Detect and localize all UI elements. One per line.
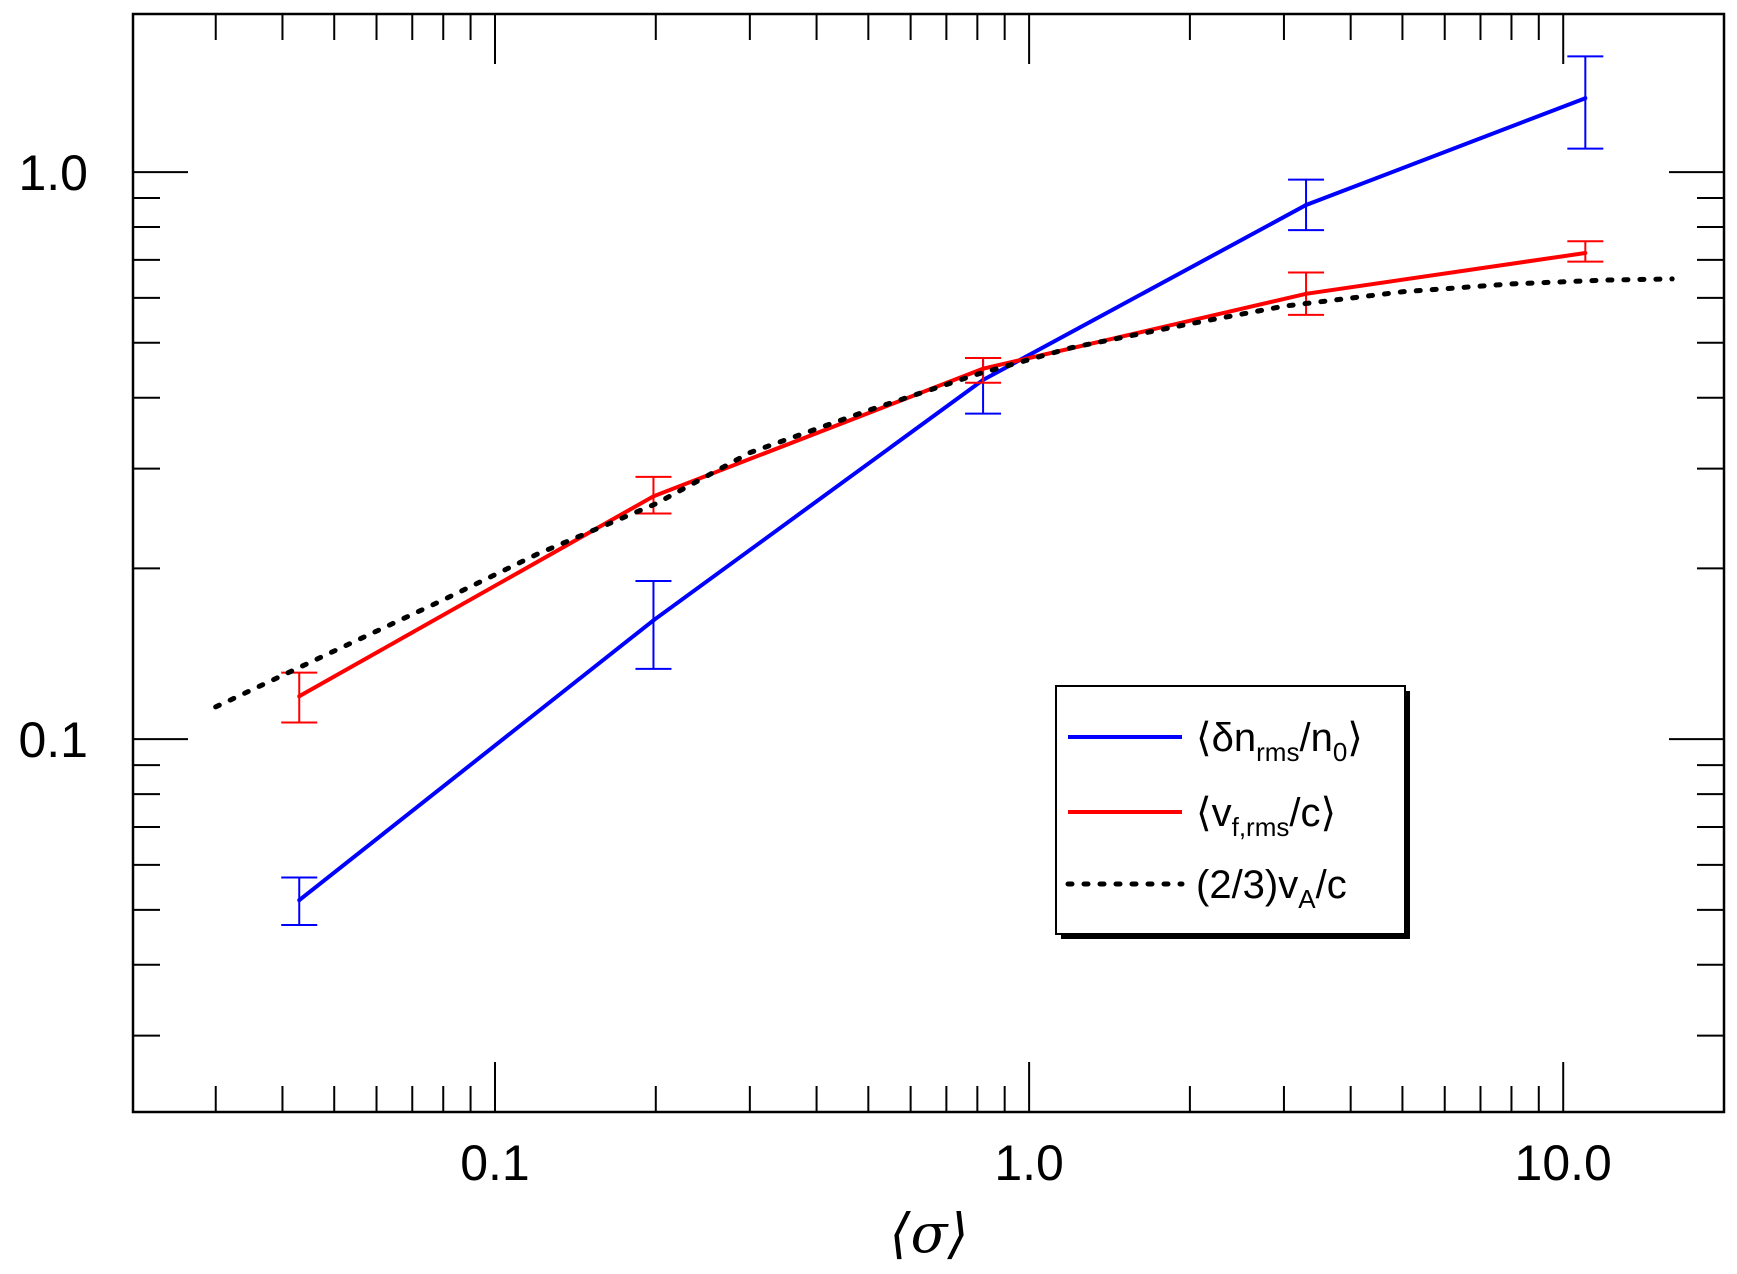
plot-frame [131, 12, 1726, 1114]
data-point [297, 694, 302, 699]
legend: ⟨δnrms/n0⟩ ⟨vf,rms/c⟩ (2/3)vA/c [1055, 685, 1410, 939]
data-point [1583, 96, 1588, 101]
series-line-1 [298, 251, 1586, 699]
legend-label-1: ⟨vf,rms/c⟩ [1196, 791, 1336, 842]
data-point [1304, 291, 1309, 296]
y-tick-label: 1.0 [18, 145, 88, 201]
data-point [1304, 202, 1309, 207]
axis-ticks [133, 14, 1725, 1112]
series-line-2 [213, 276, 1675, 710]
x-tick-label: 10.0 [1515, 1135, 1612, 1191]
x-tick-label: 0.1 [460, 1135, 530, 1191]
data-point [981, 366, 986, 371]
legend-label-2: (2/3)vA/c [1196, 863, 1347, 914]
series-layer [213, 55, 1675, 927]
y-tick-label: 0.1 [18, 712, 88, 768]
x-axis-title: ⟨σ⟩ [890, 1202, 969, 1265]
axis-tick-labels: 0.1 1.0 10.0 0.1 1.0 [18, 145, 1611, 1191]
legend-label-0: ⟨δnrms/n0⟩ [1196, 716, 1363, 767]
data-point [297, 898, 302, 903]
data-point [1583, 250, 1588, 255]
x-tick-label: 1.0 [994, 1135, 1064, 1191]
data-point [651, 618, 656, 623]
data-point [651, 494, 656, 499]
